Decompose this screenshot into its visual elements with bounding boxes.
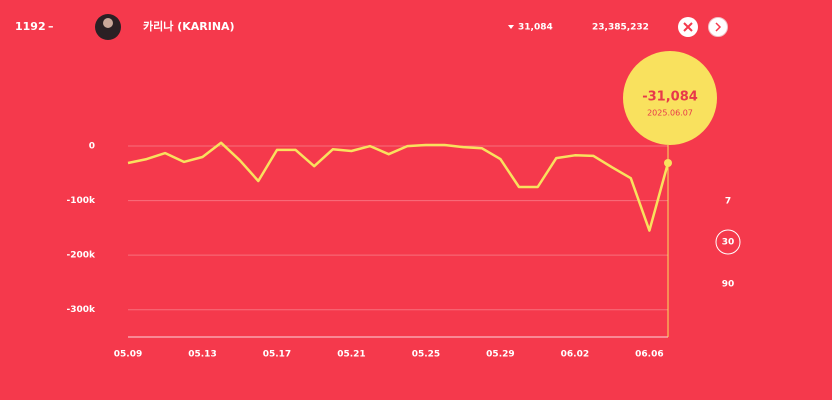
y-tick-label: -100k: [66, 196, 96, 206]
artist-name: 카리나 (KARINA): [143, 19, 235, 33]
tooltip-bubble: [623, 51, 717, 145]
x-tick-label: 05.13: [188, 350, 216, 360]
line-series: [127, 141, 670, 232]
range-option[interactable]: 30: [722, 238, 735, 248]
x-tick-label: 06.02: [561, 350, 589, 360]
x-tick-label: 05.29: [486, 350, 514, 360]
x-tick-label: 06.06: [635, 350, 663, 360]
rank-change: –: [48, 20, 54, 33]
y-tick-label: 0: [89, 142, 95, 152]
down-arrow: [508, 25, 514, 29]
range-option[interactable]: 90: [722, 280, 735, 290]
total: 23,385,232: [592, 23, 649, 33]
y-tick-label: -300k: [66, 305, 96, 315]
daily-change: 31,084: [518, 23, 553, 33]
x-tick-label: 05.17: [263, 350, 291, 360]
rank: 1192: [15, 20, 46, 33]
avatar-face: [103, 18, 113, 28]
y-tick-label: -200k: [66, 251, 96, 261]
tooltip-date: 2025.06.07: [647, 109, 693, 118]
range-selected: [715, 229, 741, 255]
x-tick-label: 05.09: [114, 350, 142, 360]
close-button[interactable]: [678, 17, 698, 37]
x-tick-label: 05.21: [337, 350, 365, 360]
tooltip-value: -31,084: [642, 90, 698, 105]
next-button[interactable]: [708, 17, 728, 37]
focus-point: [664, 159, 672, 168]
range-option[interactable]: 7: [725, 197, 731, 207]
x-tick-label: 05.25: [412, 350, 440, 360]
